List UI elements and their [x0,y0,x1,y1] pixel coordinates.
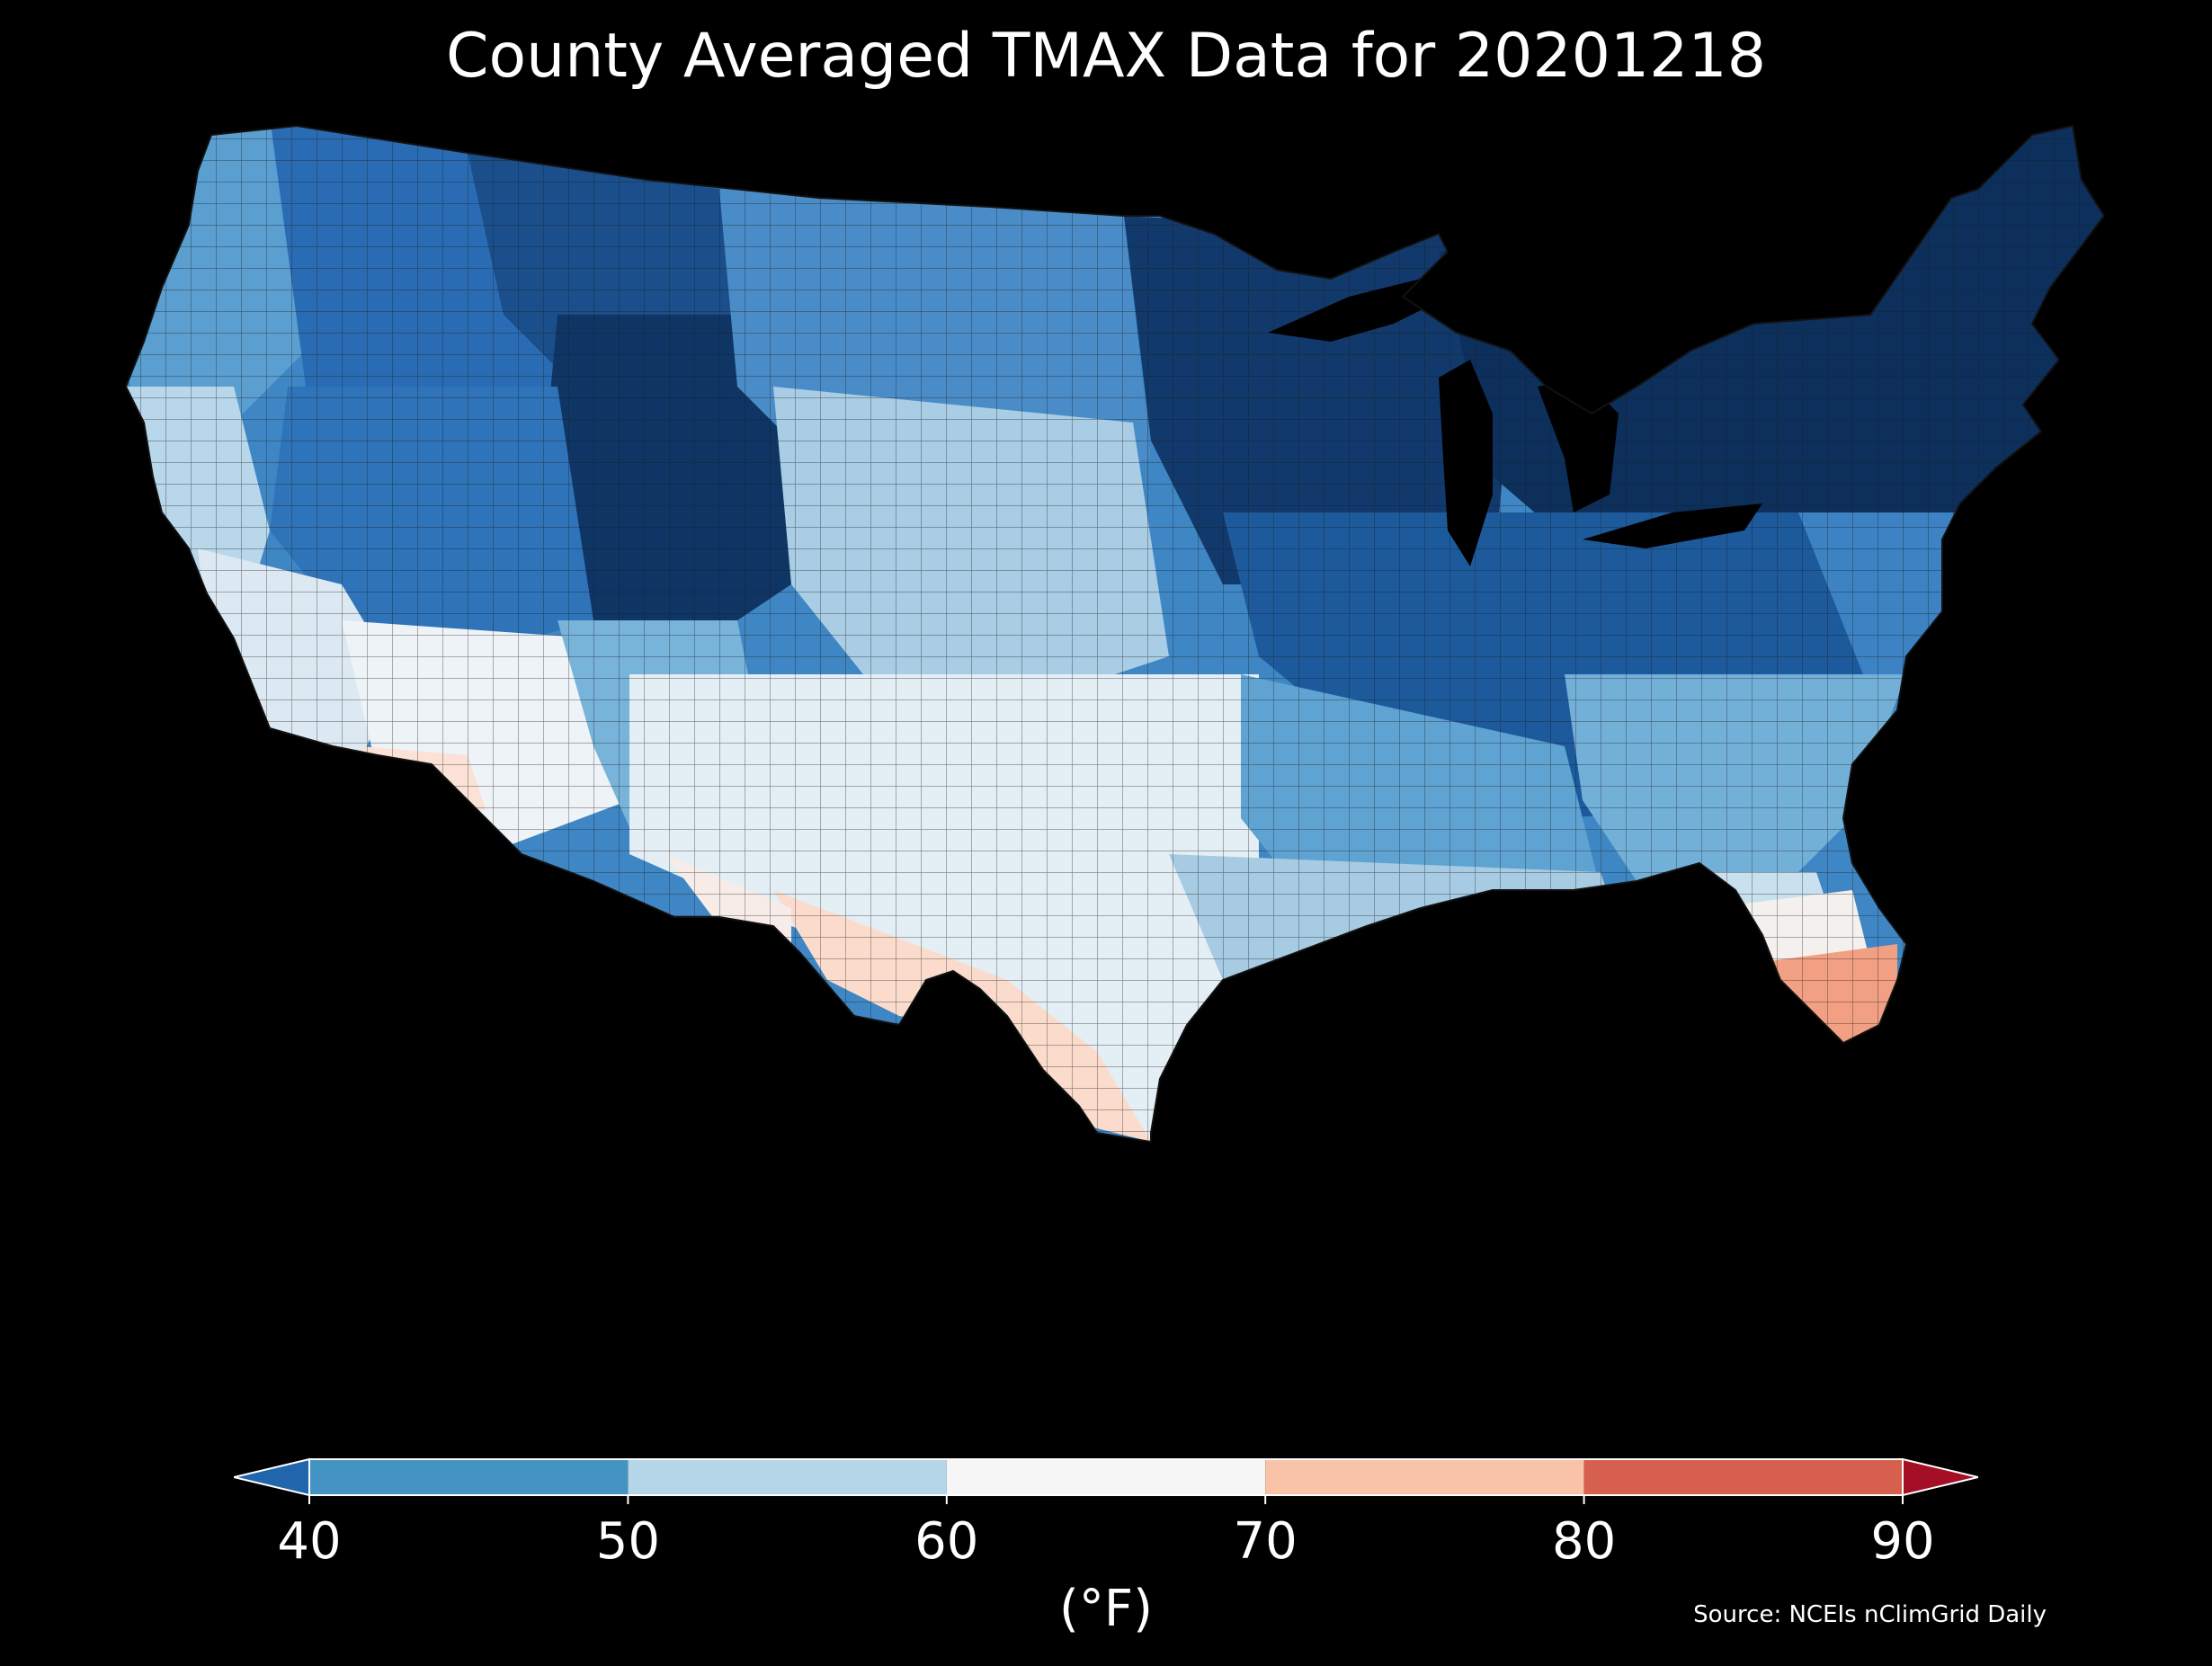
colorbar-outline [308,1458,1904,1496]
colorbar-tick-label-1: 50 [595,1512,661,1571]
us-county-map [90,117,2131,1394]
colorbar-under-arrow [234,1457,310,1497]
colorbar-tick-label-3: 70 [1233,1512,1298,1571]
colorbar [234,1443,1978,1506]
colorbar-bin-3 [1265,1459,1584,1495]
colorbar-over-arrow [1902,1457,1978,1497]
colorbar-tick-label-4: 80 [1551,1512,1617,1571]
source-credit: Source: NCEIs nClimGrid Daily [1693,1601,2047,1628]
colorbar-bin-1 [628,1459,947,1495]
lake-superior [1268,279,1448,342]
colorbar-tick-label-0: 40 [277,1512,342,1571]
colorbar-unit-label: (°F) [1059,1580,1153,1638]
colorbar-tick-label-2: 60 [914,1512,979,1571]
lake-huron [1538,378,1619,512]
lake-erie [1583,503,1762,548]
map-title: County Averaged TMAX Data for 20201218 [446,21,1766,92]
colorbar-bin-0 [309,1459,629,1495]
colorbar-bin-2 [946,1459,1266,1495]
lake-michigan [1439,360,1493,566]
colorbar-tick-label-5: 90 [1870,1512,1935,1571]
us-outline [124,124,2106,1144]
colorbar-bin-4 [1583,1459,1903,1495]
